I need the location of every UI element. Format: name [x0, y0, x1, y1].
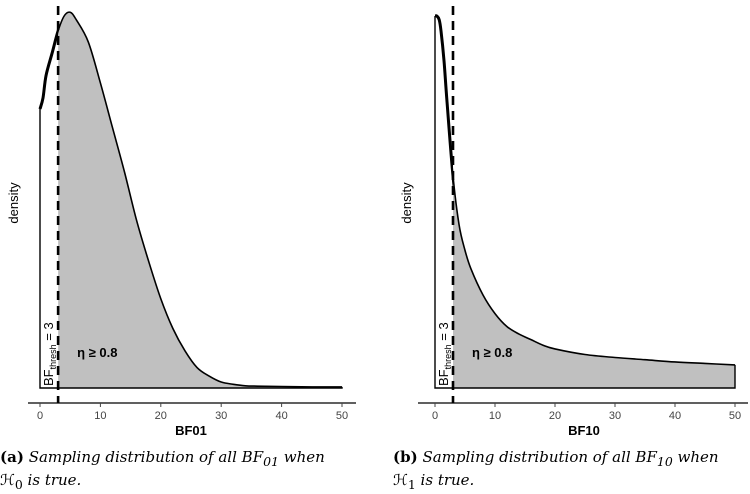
x-tick-label: 30 [215, 410, 227, 422]
caption-b: (b) Sampling distribution of all BF10 wh… [393, 448, 748, 494]
y-axis-label: density [6, 182, 21, 224]
x-tick-label: 20 [549, 410, 561, 422]
threshold-label: BFthresh = 3 [436, 322, 453, 386]
caption-hypothesis-symbol: ℋ [0, 471, 15, 489]
x-axis-label: BF01 [175, 423, 207, 438]
caption-a: (a) Sampling distribution of all BF01 wh… [0, 448, 355, 494]
x-tick-label: 0 [37, 410, 43, 422]
density-shaded-area [453, 175, 735, 388]
caption-text-end: is true. [22, 471, 82, 489]
caption-hypothesis-subscript: 0 [14, 477, 23, 492]
caption-subscript: 10 [656, 454, 673, 469]
density-outline [434, 16, 736, 389]
density-shaded-area [58, 12, 342, 388]
y-axis-label: density [399, 182, 414, 224]
caption-text-end: is true. [415, 471, 475, 489]
caption-text-tail: when [672, 448, 719, 466]
x-tick-label: 50 [336, 410, 348, 422]
power-annotation: η ≥ 0.8 [472, 345, 512, 360]
caption-label: (a) [0, 448, 24, 466]
threshold-label: BFthresh = 3 [41, 322, 58, 386]
x-tick-label: 10 [489, 410, 501, 422]
x-tick-label: 40 [275, 410, 287, 422]
chart-panel-b: density BFthresh = 3 η ≥ 0.8 0 10 20 30 40 50 B… [399, 6, 748, 438]
x-axis-label: BF10 [568, 423, 600, 438]
caption-text-tail: when [279, 448, 325, 466]
x-tick-label: 10 [94, 410, 106, 422]
caption-text: Sampling distribution of all BF [28, 448, 264, 466]
caption-hypothesis-symbol: ℋ [393, 471, 408, 489]
caption-subscript: 01 [263, 454, 280, 469]
caption-hypothesis-subscript: 1 [407, 477, 416, 492]
x-tick-label: 20 [155, 410, 167, 422]
x-tick-label: 0 [432, 410, 438, 422]
x-tick-label: 40 [669, 410, 681, 422]
power-annotation: η ≥ 0.8 [77, 345, 117, 360]
caption-label: (b) [393, 448, 418, 466]
x-tick-label: 50 [729, 410, 741, 422]
density-curve-below-threshold [434, 14, 453, 191]
caption-text: Sampling distribution of all BF [422, 448, 657, 466]
chart-panel-a: density BFthresh = 3 η ≥ 0.8 0 10 20 30 40 50 B… [6, 6, 356, 438]
x-tick-label: 30 [609, 410, 621, 422]
